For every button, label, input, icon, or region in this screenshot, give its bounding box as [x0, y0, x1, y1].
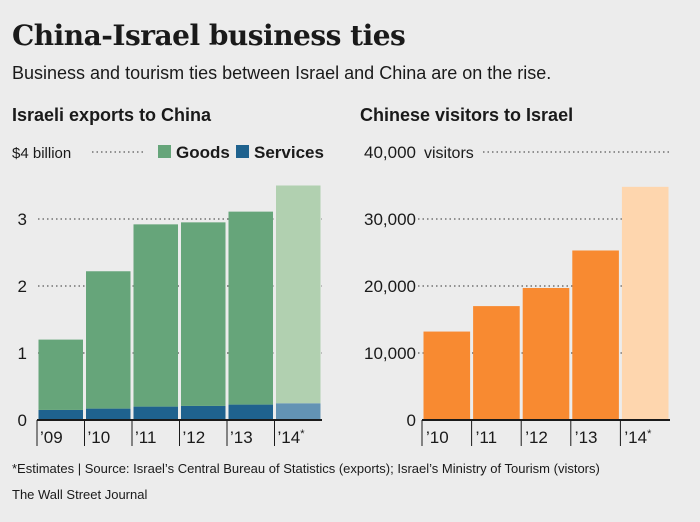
- bar-goods: [38, 339, 83, 410]
- chart-subtitle: Business and tourism ties between Israel…: [12, 63, 552, 83]
- legend-label-services: Services: [254, 143, 324, 162]
- y-tick-label: 40,000: [364, 143, 416, 162]
- y-tick-label: 20,000: [364, 277, 416, 296]
- y-tick-label: 0: [18, 411, 27, 430]
- bar-goods: [228, 211, 273, 405]
- chart-title: China-Israel business ties: [12, 19, 406, 52]
- y-tick-label: 0: [407, 411, 416, 430]
- bar-visitors: [572, 250, 619, 420]
- publisher-credit: The Wall Street Journal: [12, 487, 148, 502]
- bar-goods: [276, 185, 321, 404]
- x-tick-label: ’11: [476, 428, 497, 447]
- y-tick-label: 3: [18, 210, 27, 229]
- x-tick-label: ’14*: [278, 428, 306, 447]
- x-tick-label: ’11: [135, 428, 156, 447]
- y-unit-label: visitors: [424, 145, 474, 162]
- bar-services: [228, 404, 273, 420]
- legend-swatch-services: [236, 145, 249, 158]
- x-tick-label: ’09: [40, 428, 63, 447]
- bar-visitors: [423, 331, 471, 420]
- x-tick-label: ’12: [525, 428, 548, 447]
- y-tick-label: 10,000: [364, 344, 416, 363]
- bar-goods: [181, 222, 226, 406]
- bar-visitors: [522, 288, 570, 420]
- bar-services: [86, 408, 131, 420]
- x-tick-label: ’13: [575, 428, 598, 447]
- legend-swatch-goods: [158, 145, 171, 158]
- y-tick-label: $4 billion: [12, 145, 71, 162]
- bar-services: [276, 403, 321, 420]
- x-tick-label: ’13: [230, 428, 253, 447]
- bar-visitors: [621, 186, 669, 420]
- bar-goods: [133, 224, 178, 407]
- x-tick-label: ’10: [426, 428, 449, 447]
- bar-services: [38, 409, 83, 420]
- visitors-panel-title: Chinese visitors to Israel: [360, 105, 574, 125]
- x-tick-label: ’12: [183, 428, 206, 447]
- bar-goods: [86, 271, 131, 409]
- x-tick-label: ’10: [88, 428, 111, 447]
- y-tick-label: 1: [18, 344, 27, 363]
- bar-services: [133, 406, 178, 420]
- legend-label-goods: Goods: [176, 143, 230, 162]
- exports-panel-title: Israeli exports to China: [12, 105, 212, 125]
- x-tick-label: ’14*: [624, 428, 652, 447]
- y-tick-label: 30,000: [364, 210, 416, 229]
- footnote: *Estimates | Source: Israel’s Central Bu…: [12, 461, 600, 476]
- bar-visitors: [473, 306, 520, 420]
- bar-services: [181, 405, 226, 420]
- y-tick-label: 2: [18, 277, 27, 296]
